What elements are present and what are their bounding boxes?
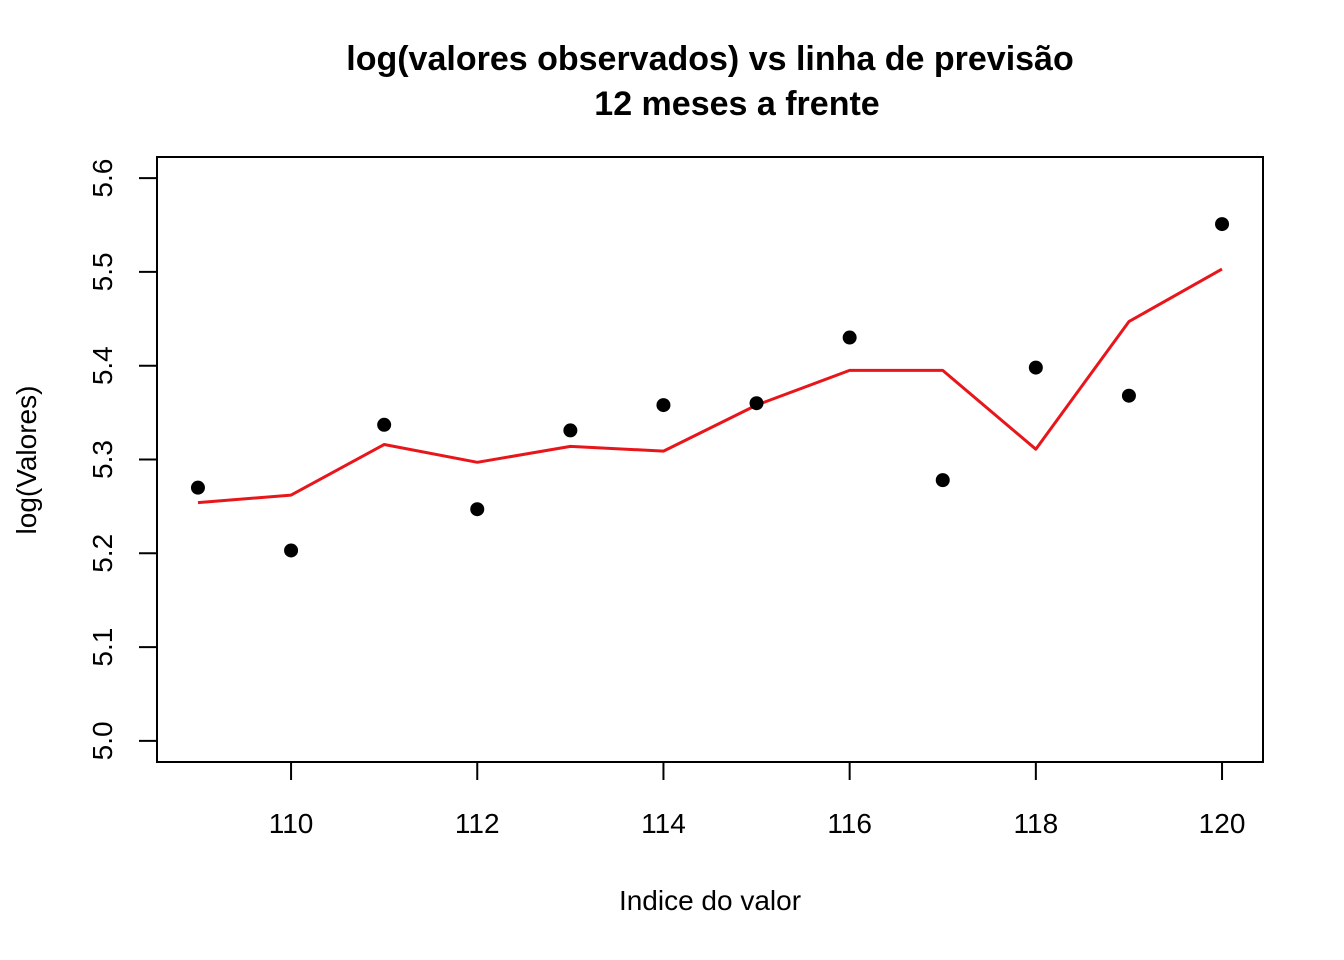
observed-point	[1028, 360, 1043, 375]
forecast-line	[197, 267, 1223, 505]
chart-title: log(valores observados) vs linha de prev…	[346, 40, 1073, 78]
observed-point	[190, 480, 205, 495]
observed-point	[842, 330, 857, 345]
x-tick-label: 114	[641, 808, 686, 839]
x-tick-label: 116	[827, 808, 872, 839]
x-tick-label: 110	[269, 808, 314, 839]
x-axis: 110 112 114 116 118 120	[269, 761, 1246, 839]
observed-point	[1215, 217, 1230, 232]
y-tick-label: 5.2	[87, 534, 118, 573]
x-tick-label: 118	[1014, 808, 1059, 839]
plot-frame	[156, 156, 1264, 763]
observed-point	[656, 398, 671, 413]
x-tick-label: 120	[1199, 808, 1246, 839]
y-tick-label: 5.6	[87, 159, 118, 198]
observed-point	[1121, 388, 1136, 403]
x-tick-label: 112	[455, 808, 500, 839]
observed-point	[563, 423, 578, 438]
y-tick-label: 5.0	[87, 721, 118, 760]
observed-point	[470, 502, 485, 517]
y-axis-label: log(Valores)	[11, 386, 42, 535]
observed-point	[377, 417, 392, 432]
y-tick-label: 5.3	[87, 440, 118, 479]
chart-subtitle: 12 meses a frente	[594, 85, 879, 123]
observed-point	[749, 396, 764, 411]
observed-point	[284, 543, 299, 558]
y-tick-label: 5.4	[87, 346, 118, 385]
x-axis-label: Indice do valor	[619, 885, 801, 916]
plot-area	[190, 217, 1230, 558]
y-tick-label: 5.5	[87, 252, 118, 291]
y-tick-label: 5.1	[87, 628, 118, 667]
observed-point	[935, 473, 950, 488]
y-axis: 5.0 5.1 5.2 5.3 5.4 5.5 5.6	[87, 159, 158, 760]
